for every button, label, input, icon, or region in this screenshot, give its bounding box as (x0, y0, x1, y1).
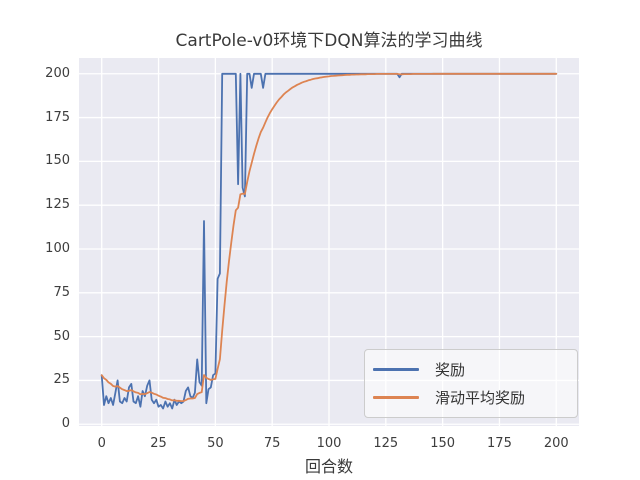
x-tick-label: 200 (543, 436, 569, 451)
y-tick-label: 175 (45, 109, 70, 125)
y-tick-label: 25 (53, 372, 70, 388)
y-tick-label: 150 (45, 153, 70, 169)
legend-label-reward: 奖励 (435, 361, 466, 379)
x-tick-label: 175 (487, 436, 512, 451)
y-tick-label: 125 (45, 197, 70, 213)
legend: 奖励 滑动平均奖励 (364, 349, 578, 418)
moving-average-line-swatch (373, 396, 419, 399)
legend-item-moving-average: 滑动平均奖励 (373, 387, 569, 408)
y-tick-label: 0 (61, 416, 70, 432)
plot-area (79, 58, 579, 426)
y-tick-label: 200 (45, 65, 70, 81)
y-tick-label: 50 (53, 328, 70, 344)
x-tick-label: 0 (97, 436, 106, 451)
x-tick-label: 25 (150, 436, 167, 451)
x-tick-label: 100 (316, 436, 342, 451)
x-tick-label: 125 (373, 436, 399, 451)
x-tick-label: 150 (430, 436, 456, 451)
x-tick-label: 75 (263, 436, 281, 451)
legend-label-moving-average: 滑动平均奖励 (435, 389, 526, 407)
chart-title: CartPole-v0环境下DQN算法的学习曲线 (175, 31, 483, 51)
x-axis-label: 回合数 (304, 457, 353, 476)
legend-item-reward: 奖励 (373, 359, 569, 380)
reward-line-swatch (373, 368, 419, 371)
moving-average-line (100, 72, 558, 403)
y-tick-label: 100 (45, 241, 70, 256)
y-tick-label: 75 (53, 284, 70, 300)
x-tick-label: 50 (207, 436, 224, 451)
